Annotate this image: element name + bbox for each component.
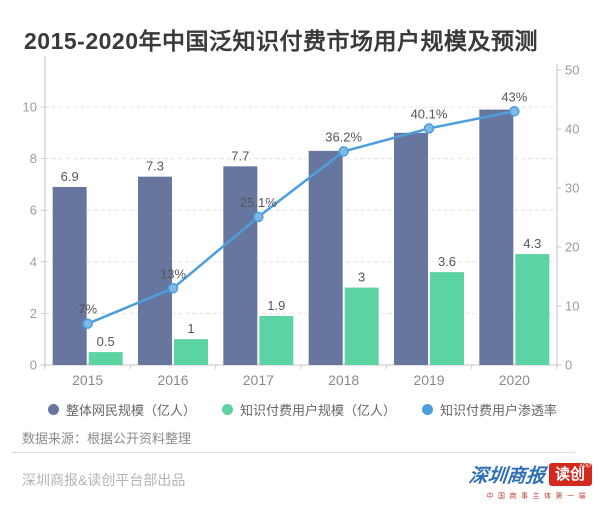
- legend-item-0: 整体网民规模（亿人）: [48, 400, 196, 419]
- right-tick-label: 0: [565, 358, 572, 373]
- line-marker: [338, 146, 349, 157]
- bar: [308, 150, 343, 365]
- shenzhen-daily-logotype: 深圳商报: [467, 465, 546, 487]
- bar: [430, 272, 464, 365]
- right-tick-label: 20: [565, 240, 579, 255]
- line-series: 7% 13% 25.1% 36.2% 40.1% 43%: [78, 89, 528, 329]
- logo-tagline: 中国商事主体第一端: [486, 493, 590, 500]
- bar-data-label: 4.3: [523, 236, 541, 251]
- duchuang-badge-text: 读创: [554, 466, 585, 483]
- right-tick-label: 40: [565, 122, 579, 137]
- legend-item-1: 知识付费用户规模（亿人）: [222, 400, 396, 419]
- divider-line: [12, 452, 575, 453]
- bar: [138, 176, 172, 365]
- legend-dot: [422, 404, 434, 415]
- logo-row: 深圳商报 读创 APP: [456, 461, 592, 488]
- x-category-label: 2019: [413, 372, 444, 388]
- left-tick-label: 2: [30, 306, 37, 321]
- bar-data-label: 7.7: [231, 148, 249, 163]
- legend-item-2: 知识付费用户渗透率: [422, 400, 557, 419]
- left-tick-label: 6: [30, 203, 37, 218]
- line-marker: [509, 106, 520, 117]
- line-path: [86, 110, 516, 325]
- bar-series-0: 6.9 7.3 7.7: [52, 109, 514, 365]
- x-category-label: 2017: [243, 372, 274, 388]
- legend-label: 知识付费用户渗透率: [440, 403, 558, 418]
- x-category-label: 2018: [328, 372, 359, 388]
- bar: [394, 132, 428, 365]
- line-marker: [82, 318, 93, 329]
- legend: 整体网民规模（亿人） 知识付费用户规模（亿人） 知识付费用户渗透率: [48, 400, 557, 419]
- bar: [479, 109, 514, 365]
- line-data-label: 13%: [160, 266, 186, 281]
- right-tick-label: 50: [565, 63, 579, 78]
- legend-dot: [48, 404, 59, 415]
- bar: [259, 315, 294, 365]
- line-data-label: 36.2%: [325, 129, 362, 144]
- bar-data-label: 7.3: [146, 159, 164, 174]
- line-marker: [167, 283, 179, 294]
- left-tick-label: 4: [30, 254, 37, 269]
- line-marker: [423, 123, 435, 134]
- legend-label: 整体网民规模（亿人）: [66, 403, 197, 418]
- line-data-label: 7%: [78, 302, 97, 317]
- bar-data-label: 6.9: [61, 169, 79, 184]
- bar-data-label: 1.9: [267, 298, 285, 313]
- badge-app-superscript: APP: [578, 464, 591, 470]
- bar: [174, 339, 208, 365]
- left-tick-label: 8: [30, 151, 37, 166]
- right-tick-label: 30: [565, 181, 579, 196]
- bar: [88, 352, 123, 365]
- bar-data-label: 0.5: [97, 334, 115, 349]
- bar-data-label: 3: [358, 270, 365, 285]
- duchuang-badge: 读创 APP: [548, 463, 592, 486]
- line-data-label: 25.1%: [240, 195, 277, 210]
- line-data-label: 43%: [501, 89, 527, 104]
- bar: [344, 287, 379, 365]
- right-tick-label: 10: [565, 299, 579, 314]
- chart-title: 2015-2020年中国泛知识付费市场用户规模及预测: [24, 28, 538, 55]
- x-category-label: 2016: [157, 372, 188, 388]
- bar-series-1: 0.5 1 1.9 3 3.6 4.3: [88, 236, 550, 365]
- source-note: 数据来源：根据公开资料整理: [22, 431, 192, 446]
- bar-data-label: 1: [187, 321, 194, 336]
- bar: [515, 254, 550, 365]
- line-marker: [253, 211, 264, 223]
- x-category-label: 2015: [72, 372, 103, 388]
- line-data-label: 40.1%: [411, 106, 448, 121]
- footer-credit: 深圳商报&读创平台部出品: [22, 472, 186, 488]
- bar: [52, 186, 87, 365]
- x-labels: 2015 2016 2017 2018 2019 2020: [72, 372, 530, 388]
- left-tick-label: 0: [30, 358, 37, 373]
- x-category-label: 2020: [499, 372, 530, 388]
- bar-data-label: 3.6: [438, 254, 456, 269]
- gridlines: [45, 106, 557, 314]
- left-tick-label: 10: [23, 100, 37, 115]
- bar: [223, 166, 258, 365]
- legend-label: 知识付费用户规模（亿人）: [240, 403, 397, 418]
- axes: 0 2 4 6 8 10 0 10 20 30 40 50: [23, 56, 579, 373]
- publisher-logo: 深圳商报 读创 APP 中国商事主体第一端: [456, 461, 592, 501]
- legend-dot: [222, 404, 234, 415]
